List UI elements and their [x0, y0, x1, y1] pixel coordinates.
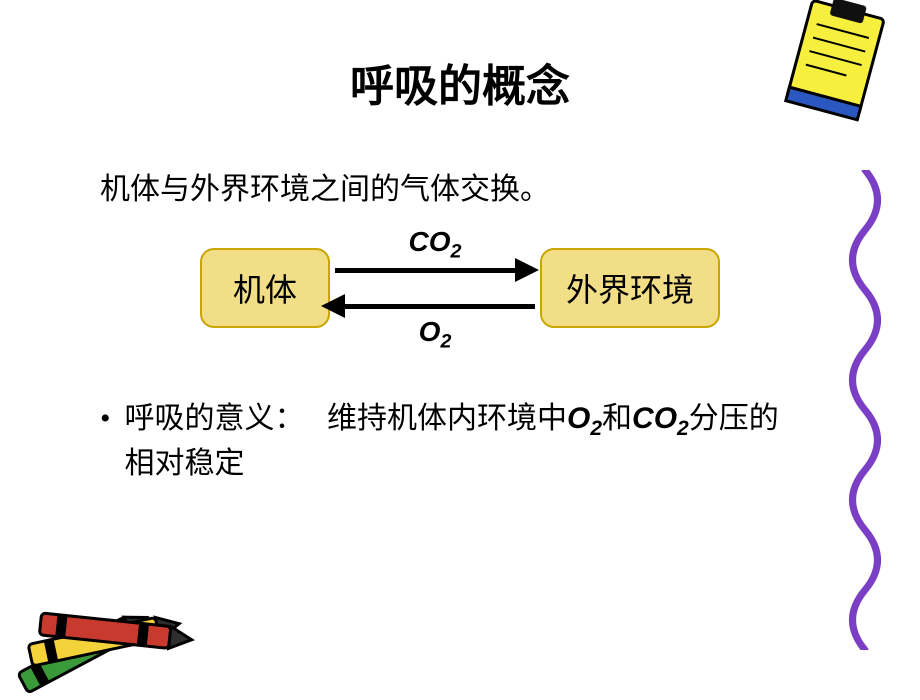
bullet-label: 呼吸的意义： [125, 402, 305, 435]
box-environment: 外界环境 [540, 248, 720, 328]
bullet-item: • 呼吸的意义： 维持机体内环境中O2和CO2分压的相对稳定 [100, 398, 840, 485]
label-co2: CO2 [335, 226, 535, 264]
label-o2: O2 [335, 316, 535, 354]
arrow-co2-head [515, 258, 539, 282]
squiggle-icon [835, 170, 895, 650]
box-organism: 机体 [200, 248, 330, 328]
intro-text: 机体与外界环境之间的气体交换。 [100, 164, 840, 208]
bullet-text: 呼吸的意义： 维持机体内环境中O2和CO2分压的相对稳定 [125, 398, 805, 485]
crayons-icon [10, 550, 230, 700]
clipboard-icon [780, 0, 890, 130]
box-organism-label: 机体 [233, 265, 297, 311]
box-environment-label: 外界环境 [566, 265, 694, 311]
slide: 呼吸的概念 机体与外界环境之间的气体交换。 机体 外界环境 CO2 O2 • 呼… [0, 0, 920, 690]
slide-title: 呼吸的概念 [80, 50, 840, 114]
exchange-diagram: 机体 外界环境 CO2 O2 [200, 218, 720, 358]
arrow-o2-head [321, 294, 345, 318]
bullet-marker: • [100, 398, 111, 485]
arrow-o2-line [345, 304, 535, 309]
arrow-co2-line [335, 268, 525, 273]
